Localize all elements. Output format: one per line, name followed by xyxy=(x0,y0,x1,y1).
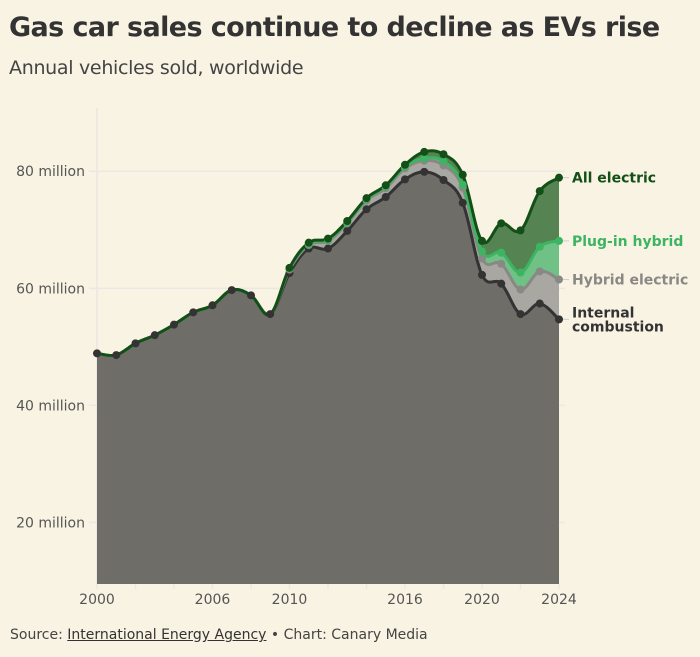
axes: 20 million 40 million 60 million 80 million… xyxy=(16,164,577,608)
point-internal-combustion xyxy=(131,339,140,348)
point-internal-combustion xyxy=(458,198,467,207)
series-areas xyxy=(97,150,559,585)
point-internal-combustion xyxy=(420,167,429,176)
point-hybrid-electric xyxy=(497,259,506,268)
point-internal-combustion xyxy=(401,175,409,184)
point-internal-combustion xyxy=(362,205,371,214)
point-internal-combustion xyxy=(93,349,101,358)
point-internal-combustion xyxy=(555,315,563,324)
point-internal-combustion xyxy=(324,244,332,253)
point-all-electric xyxy=(304,238,313,247)
x-tick-label: 2006 xyxy=(195,592,231,608)
point-all-electric xyxy=(535,187,544,196)
area-internal-combustion xyxy=(97,171,559,584)
point-all-electric xyxy=(285,263,294,272)
point-plug-in-hybrid xyxy=(497,248,506,257)
point-plug-in-hybrid xyxy=(458,180,467,189)
point-all-electric xyxy=(401,160,409,169)
point-internal-combustion xyxy=(381,192,390,201)
point-all-electric xyxy=(420,147,429,156)
point-all-electric xyxy=(458,170,467,179)
source-link[interactable]: International Energy Agency xyxy=(67,627,267,643)
point-internal-combustion xyxy=(478,270,486,279)
point-all-electric xyxy=(439,150,448,159)
y-tick-label: 20 million xyxy=(16,516,85,532)
series-label-internal-combustion: Internal xyxy=(572,305,634,321)
point-internal-combustion xyxy=(208,301,217,310)
x-tick-label: 2010 xyxy=(272,592,308,608)
x-tick-label: 2000 xyxy=(79,592,115,608)
point-internal-combustion xyxy=(266,310,275,319)
series-label-internal-combustion: combustion xyxy=(572,319,664,335)
stacked-area-chart: 20 million 40 million 60 million 80 million… xyxy=(16,108,688,608)
point-internal-combustion xyxy=(112,351,121,360)
y-tick-label: 40 million xyxy=(16,398,85,414)
point-internal-combustion xyxy=(189,308,198,317)
chart-title: Gas car sales continue to decline as EVs… xyxy=(9,12,660,43)
point-all-electric xyxy=(381,181,390,190)
point-internal-combustion xyxy=(343,226,352,235)
point-plug-in-hybrid xyxy=(516,268,525,277)
point-all-electric xyxy=(478,236,486,245)
source-footer: Source: International Energy Agency • Ch… xyxy=(10,627,428,643)
x-tick-label: 2016 xyxy=(387,592,423,608)
point-plug-in-hybrid xyxy=(439,157,448,166)
point-internal-combustion xyxy=(439,176,448,185)
point-hybrid-electric xyxy=(516,285,525,294)
point-hybrid-electric xyxy=(555,275,563,284)
point-plug-in-hybrid xyxy=(555,236,563,245)
chart-credit: Chart: Canary Media xyxy=(283,627,428,643)
point-internal-combustion xyxy=(516,310,525,319)
separator: • xyxy=(270,627,280,643)
point-hybrid-electric xyxy=(535,267,544,276)
point-internal-combustion xyxy=(535,299,544,308)
chart-subtitle: Annual vehicles sold, worldwide xyxy=(9,57,304,79)
series-label-all-electric: All electric xyxy=(572,171,656,187)
series-points xyxy=(93,147,563,360)
point-plug-in-hybrid xyxy=(535,242,544,251)
point-all-electric xyxy=(343,216,352,225)
point-internal-combustion xyxy=(247,291,255,300)
series-label-plug-in-hybrid: Plug-in hybrid xyxy=(572,234,683,250)
point-internal-combustion xyxy=(227,286,236,295)
point-all-electric xyxy=(497,219,506,228)
point-internal-combustion xyxy=(170,320,178,329)
point-plug-in-hybrid xyxy=(420,154,429,163)
point-all-electric xyxy=(555,173,563,182)
point-hybrid-electric xyxy=(478,254,486,263)
point-all-electric xyxy=(324,234,332,243)
point-plug-in-hybrid xyxy=(478,247,486,256)
series-label-hybrid-electric: Hybrid electric xyxy=(572,273,688,289)
point-internal-combustion xyxy=(150,331,159,340)
point-all-electric xyxy=(362,194,371,203)
point-all-electric xyxy=(516,226,525,235)
x-tick-label: 2020 xyxy=(464,592,500,608)
y-tick-label: 60 million xyxy=(16,281,85,297)
point-internal-combustion xyxy=(497,279,506,288)
source-prefix: Source: xyxy=(10,627,63,643)
y-tick-label: 80 million xyxy=(16,164,85,180)
x-tick-label: 2024 xyxy=(541,592,577,608)
